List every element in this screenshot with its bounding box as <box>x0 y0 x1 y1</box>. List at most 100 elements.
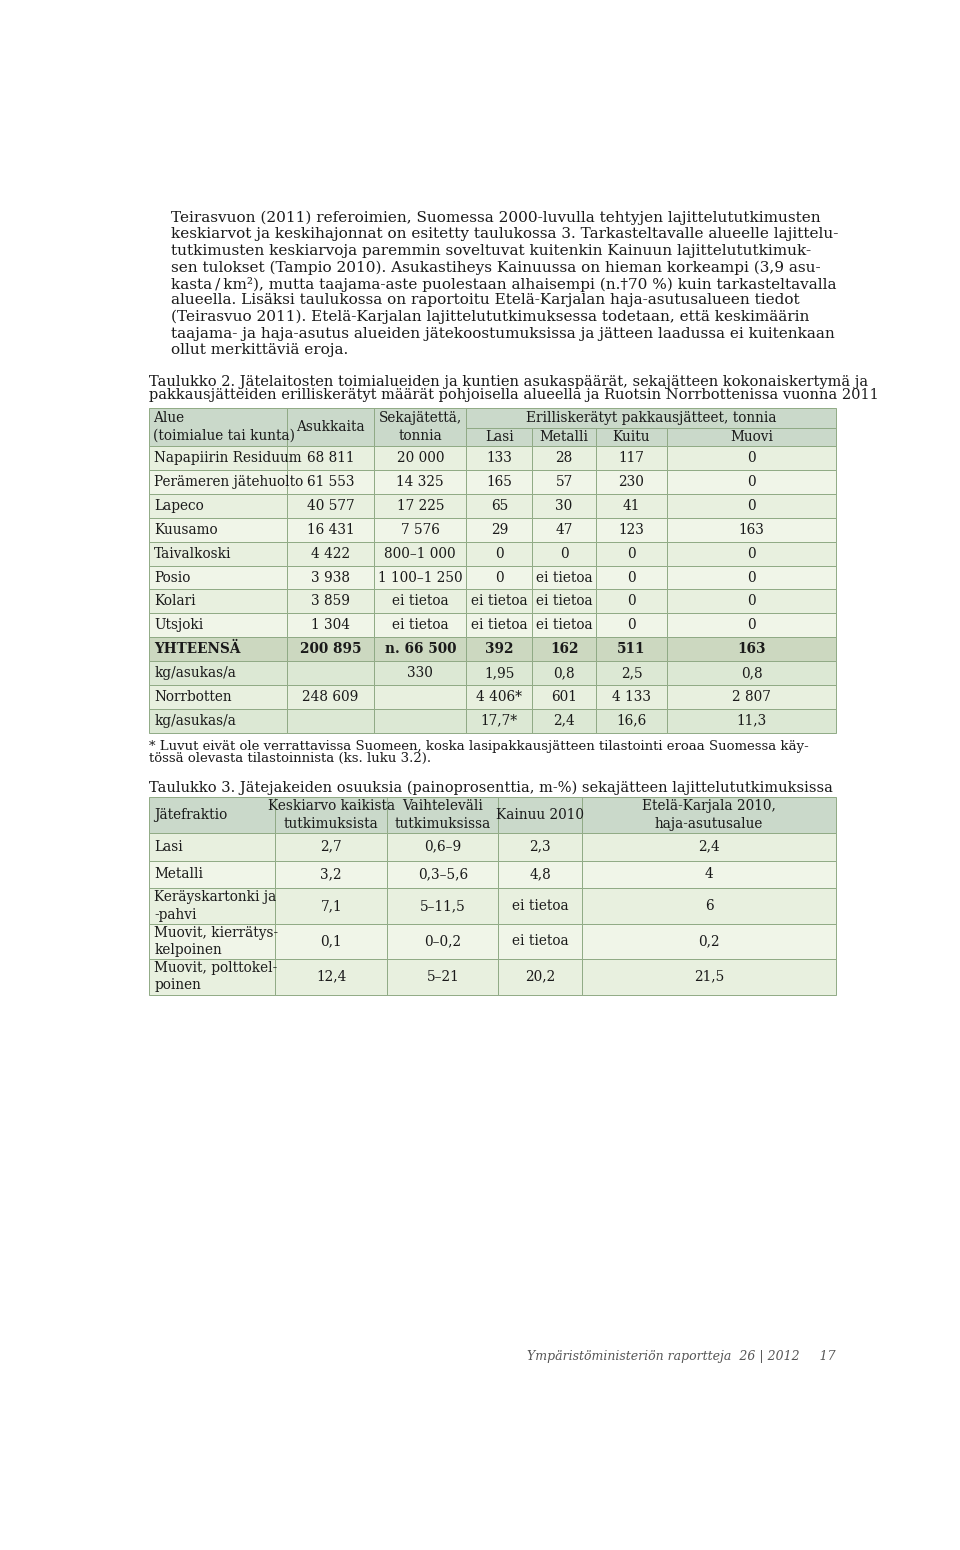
Text: 0: 0 <box>747 474 756 490</box>
Bar <box>374 408 467 446</box>
Text: 601: 601 <box>551 690 577 704</box>
Bar <box>667 518 836 542</box>
Text: 511: 511 <box>617 642 646 656</box>
Text: kg/asukas/a: kg/asukas/a <box>155 666 236 680</box>
Bar <box>150 446 287 470</box>
Bar <box>150 662 287 685</box>
Text: 800–1 000: 800–1 000 <box>385 547 456 561</box>
Text: 4,8: 4,8 <box>529 868 551 882</box>
Bar <box>582 924 836 959</box>
Text: kg/asukas/a: kg/asukas/a <box>155 713 236 728</box>
Text: 230: 230 <box>618 474 644 490</box>
Text: Etelä-Karjala 2010,
haja-asutusalue: Etelä-Karjala 2010, haja-asutusalue <box>642 800 776 831</box>
Text: Perämeren jätehuolto: Perämeren jätehuolto <box>155 474 303 490</box>
Bar <box>374 708 467 733</box>
Text: 133: 133 <box>487 451 513 465</box>
Text: Vaihteleväli
tutkimuksissa: Vaihteleväli tutkimuksissa <box>395 800 491 831</box>
Bar <box>582 832 836 860</box>
Bar <box>467 589 532 614</box>
Text: 2,4: 2,4 <box>698 840 720 854</box>
Text: Muovit, kierrätys-
kelpoinen: Muovit, kierrätys- kelpoinen <box>155 925 278 956</box>
Text: 0: 0 <box>747 618 756 632</box>
Text: Muovit, polttokel-
poinen: Muovit, polttokel- poinen <box>155 961 277 992</box>
Text: 0,8: 0,8 <box>553 666 575 680</box>
Text: 0: 0 <box>627 570 636 584</box>
Bar <box>150 637 287 662</box>
Text: ei tietoa: ei tietoa <box>471 618 528 632</box>
Bar <box>596 518 667 542</box>
Bar <box>287 637 374 662</box>
Text: 2 807: 2 807 <box>732 690 771 704</box>
Text: ollut merkittäviä eroja.: ollut merkittäviä eroja. <box>171 343 348 356</box>
Bar <box>532 494 596 518</box>
Text: 2,5: 2,5 <box>621 666 642 680</box>
Bar <box>582 888 836 924</box>
Text: Metalli: Metalli <box>540 429 588 443</box>
Text: 0: 0 <box>747 451 756 465</box>
Text: 392: 392 <box>485 642 514 656</box>
Text: Sekajätettä,
tonnia: Sekajätettä, tonnia <box>378 411 462 443</box>
Bar <box>287 408 374 446</box>
Bar <box>150 518 287 542</box>
Text: 65: 65 <box>491 499 508 513</box>
Bar <box>150 924 275 959</box>
Bar <box>150 708 287 733</box>
Text: Alue
(toimialue tai kunta): Alue (toimialue tai kunta) <box>154 411 296 443</box>
Text: Kainuu 2010: Kainuu 2010 <box>496 808 584 822</box>
Bar <box>532 446 596 470</box>
Bar <box>287 685 374 708</box>
Bar <box>467 708 532 733</box>
Bar <box>287 662 374 685</box>
Text: 3,2: 3,2 <box>321 868 342 882</box>
Text: 0: 0 <box>627 547 636 561</box>
Text: keskiarvot ja keskihajonnat on esitetty taulukossa 3. Tarkasteltavalle alueelle : keskiarvot ja keskihajonnat on esitetty … <box>171 228 838 242</box>
Text: Keskiarvo kaikista
tutkimuksista: Keskiarvo kaikista tutkimuksista <box>268 800 395 831</box>
Bar <box>498 888 582 924</box>
Text: 163: 163 <box>737 642 766 656</box>
Text: 3 938: 3 938 <box>311 570 349 584</box>
Bar <box>596 494 667 518</box>
Bar <box>150 589 287 614</box>
Text: 0,3–5,6: 0,3–5,6 <box>418 868 468 882</box>
Bar <box>498 924 582 959</box>
Bar <box>287 614 374 637</box>
Bar <box>596 708 667 733</box>
Bar <box>667 614 836 637</box>
Text: 21,5: 21,5 <box>694 970 724 984</box>
Bar <box>388 959 498 995</box>
Bar <box>374 494 467 518</box>
Text: 16 431: 16 431 <box>306 522 354 536</box>
Bar <box>150 542 287 566</box>
Bar <box>596 470 667 494</box>
Bar <box>467 614 532 637</box>
Text: 20,2: 20,2 <box>525 970 555 984</box>
Bar <box>275 924 388 959</box>
Bar <box>596 446 667 470</box>
Text: 5–21: 5–21 <box>426 970 459 984</box>
Text: 47: 47 <box>556 522 573 536</box>
Text: 163: 163 <box>738 522 764 536</box>
Text: 6: 6 <box>705 899 713 913</box>
Text: Ympäristöministeriön raportteja  26 | 2012     17: Ympäristöministeriön raportteja 26 | 201… <box>527 1350 836 1362</box>
Text: Teirasvuon (2011) referoimien, Suomessa 2000-luvulla tehtyjen lajittelututkimust: Teirasvuon (2011) referoimien, Suomessa … <box>171 211 821 225</box>
Text: 200 895: 200 895 <box>300 642 361 656</box>
Text: kasta / km²), mutta taajama-aste puolestaan alhaisempi (n.†70 %) kuin tarkastelt: kasta / km²), mutta taajama-aste puolest… <box>171 277 837 291</box>
Bar <box>374 566 467 589</box>
Bar <box>150 614 287 637</box>
Text: ei tietoa: ei tietoa <box>471 594 528 609</box>
Bar <box>388 924 498 959</box>
Text: 0: 0 <box>747 594 756 609</box>
Bar <box>596 542 667 566</box>
Text: 0: 0 <box>495 547 504 561</box>
Bar <box>467 428 532 446</box>
Text: 1 100–1 250: 1 100–1 250 <box>378 570 463 584</box>
Bar <box>582 959 836 995</box>
Bar <box>467 637 532 662</box>
Text: Lasi: Lasi <box>485 429 514 443</box>
Bar <box>498 797 582 832</box>
Bar <box>150 566 287 589</box>
Bar <box>532 428 596 446</box>
Text: 0: 0 <box>747 547 756 561</box>
Text: 68 811: 68 811 <box>306 451 354 465</box>
Bar <box>667 542 836 566</box>
